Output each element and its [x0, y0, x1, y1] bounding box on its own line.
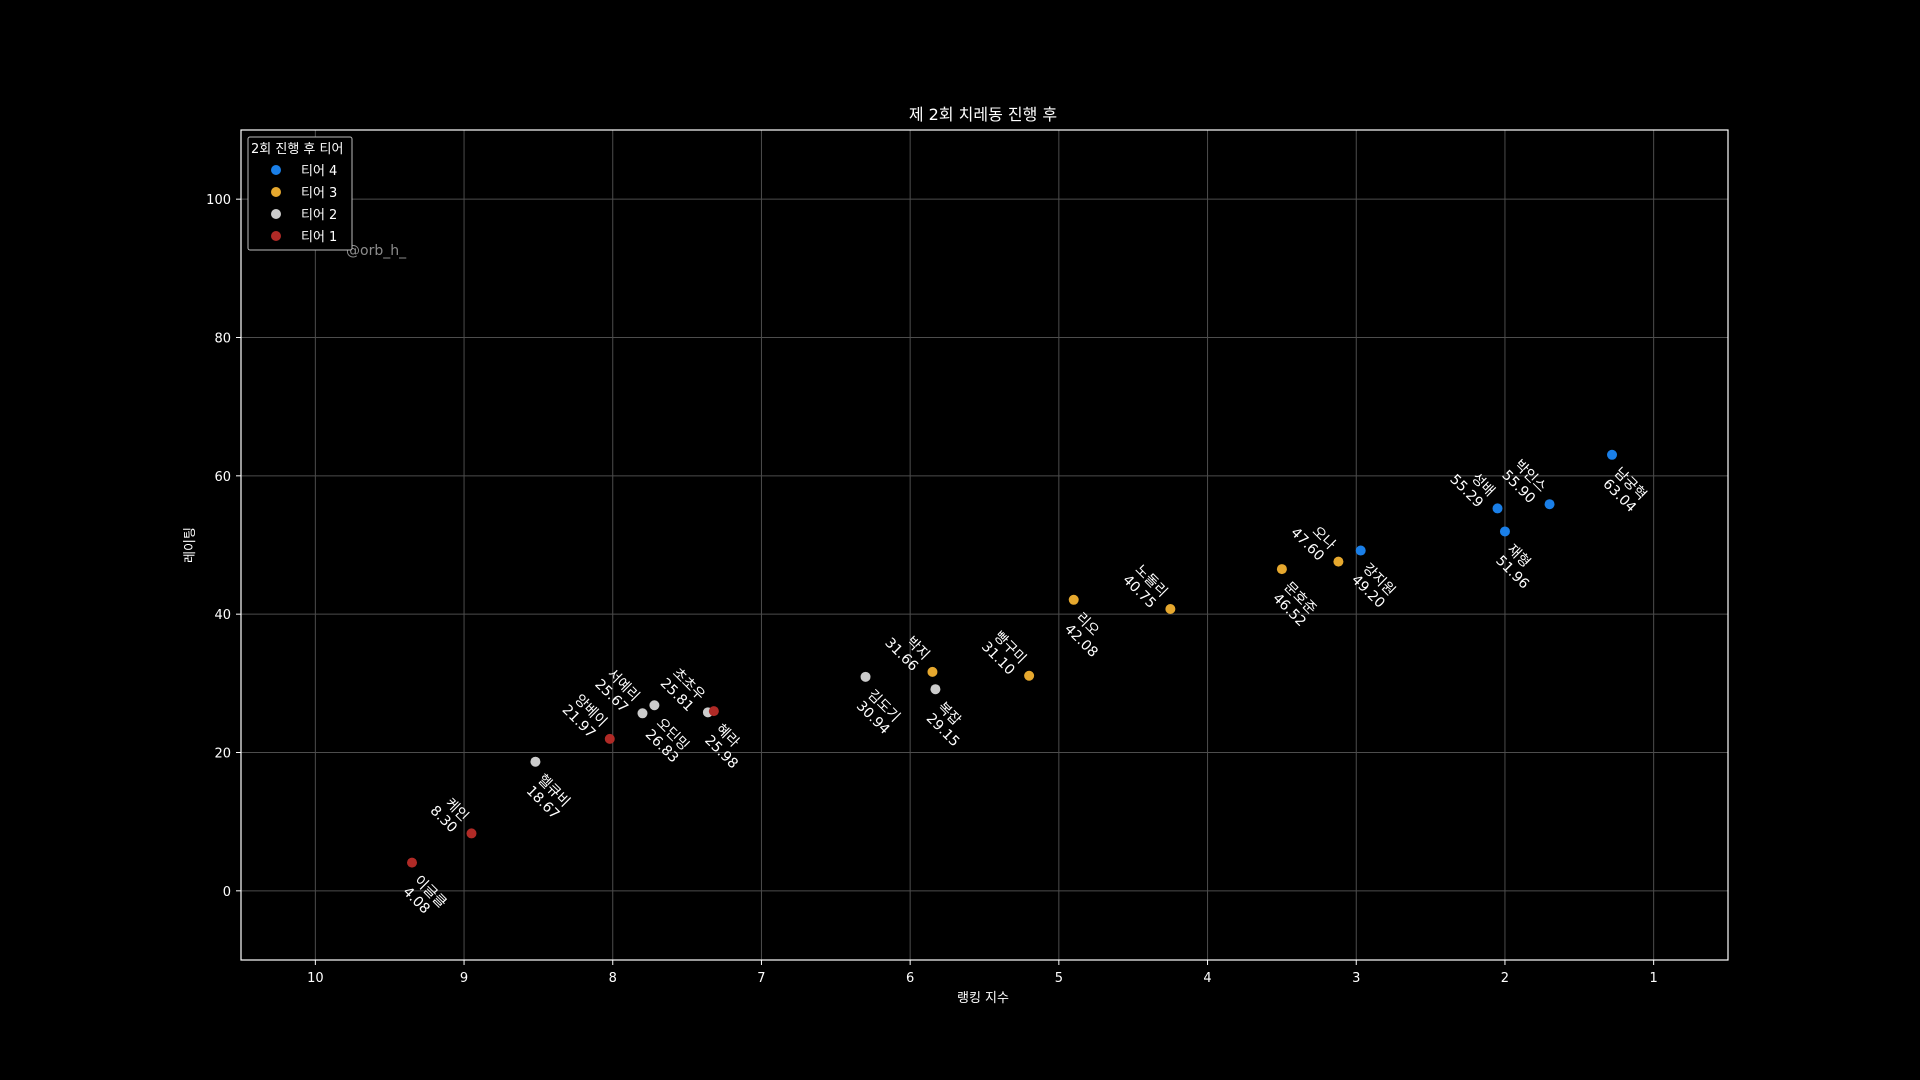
- x-tick-label: 2: [1501, 971, 1509, 986]
- legend-entry: 티어 3: [301, 186, 337, 201]
- x-tick-label: 8: [609, 971, 617, 986]
- grid: [241, 130, 1728, 960]
- y-tick-label: 80: [214, 332, 231, 347]
- legend-title: 2회 진행 후 티어: [251, 141, 343, 157]
- data-point: [530, 756, 541, 767]
- x-tick-label: 1: [1650, 971, 1658, 986]
- y-tick-label: 0: [223, 885, 231, 900]
- y-axis-label: 레이팅: [183, 527, 198, 563]
- y-tick-label: 60: [214, 470, 231, 485]
- data-point: [1607, 449, 1618, 460]
- legend-marker: [271, 187, 281, 197]
- x-tick-label: 10: [307, 971, 324, 986]
- y-tick-label: 40: [214, 608, 231, 623]
- x-tick-label: 6: [906, 971, 914, 986]
- data-point: [927, 666, 938, 677]
- legend-marker: [271, 165, 281, 175]
- legend-box: [247, 136, 353, 251]
- data-point: [649, 700, 660, 711]
- legend-marker: [271, 231, 281, 241]
- data-point: [1544, 499, 1555, 510]
- legend-marker: [271, 209, 281, 219]
- data-point: [708, 706, 719, 717]
- data-point: [1333, 556, 1344, 567]
- point-label: 케인8.30: [427, 795, 472, 836]
- data-point: [407, 857, 418, 868]
- legend-entry: 티어 2: [301, 208, 337, 223]
- data-point: [604, 733, 615, 744]
- x-tick-label: 7: [757, 971, 765, 986]
- data-point: [1499, 526, 1510, 537]
- data-point: [1276, 564, 1287, 575]
- legend: 2회 진행 후 티어 티어 4 티어 3 티어 2 티어 1: [247, 136, 353, 251]
- legend-entry: 티어 4: [301, 164, 337, 179]
- data-point: [860, 671, 871, 682]
- x-tick-label: 5: [1055, 971, 1063, 986]
- data-point: [637, 708, 648, 719]
- data-point: [1068, 594, 1079, 605]
- data-point: [1165, 603, 1176, 614]
- chart-title: 제 2회 치레동 진행 후: [909, 105, 1057, 124]
- y-tick-label: 20: [214, 747, 231, 762]
- data-points: [407, 449, 1618, 868]
- plot-frame: [240, 129, 1729, 961]
- x-tick-label: 4: [1203, 971, 1211, 986]
- data-point: [466, 828, 477, 839]
- x-tick-label: 9: [460, 971, 468, 986]
- y-tick-label: 100: [206, 193, 231, 208]
- data-point: [1355, 545, 1366, 556]
- data-point: [930, 684, 941, 695]
- x-axis-label: 랭킹 지수: [957, 991, 1009, 1006]
- data-point: [1024, 670, 1035, 681]
- data-point: [1492, 503, 1503, 514]
- legend-entry: 티어 1: [301, 230, 337, 245]
- x-tick-label: 3: [1352, 971, 1360, 986]
- watermark: @orb_h_: [346, 243, 407, 259]
